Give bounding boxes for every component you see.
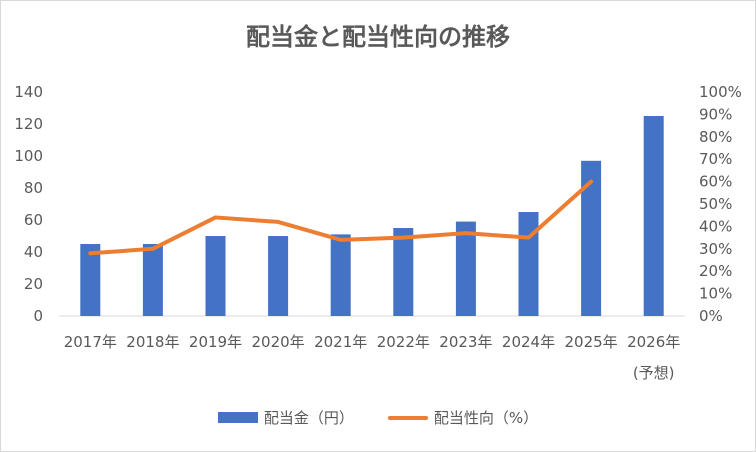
category-label: 2025年 (565, 333, 618, 351)
bar (268, 236, 289, 316)
right-tick-label: 40% (699, 217, 732, 235)
right-tick-label: 30% (699, 240, 732, 258)
left-axis: 0 20 40 60 80 100 120 140 (14, 83, 43, 325)
right-axis: 0% 10% 20% 30% 40% 50% 60% 70% 80% 90% 100% (699, 83, 742, 325)
left-tick-label: 120 (14, 115, 43, 133)
bar (581, 160, 602, 316)
bar (518, 212, 539, 316)
left-tick-label: 0 (33, 307, 43, 325)
category-label: 2026年 (627, 333, 680, 351)
bar (142, 244, 163, 316)
category-label: 2021年 (314, 333, 367, 351)
category-label: 2022年 (377, 333, 430, 351)
category-label: 2023年 (439, 333, 492, 351)
bar (393, 228, 414, 316)
category-sublabel: (予想) (633, 364, 675, 382)
bar (80, 244, 101, 316)
right-tick-label: 80% (699, 128, 732, 146)
left-tick-label: 20 (24, 275, 43, 293)
right-tick-label: 70% (699, 150, 732, 168)
right-tick-label: 50% (699, 195, 732, 213)
category-label: 2018年 (126, 333, 179, 351)
bar (205, 236, 226, 316)
right-tick-label: 0% (699, 307, 723, 325)
category-label: 2020年 (252, 333, 305, 351)
right-tick-label: 90% (699, 105, 732, 123)
chart-title: 配当金と配当性向の推移 (246, 23, 510, 51)
legend-bar-swatch (217, 412, 258, 423)
left-tick-label: 140 (14, 83, 43, 101)
legend-label-payout: 配当性向（%） (433, 409, 539, 427)
left-tick-label: 40 (24, 243, 43, 261)
bar (455, 221, 476, 316)
bar-series (80, 116, 664, 316)
legend-line-swatch (387, 415, 428, 420)
right-tick-label: 20% (699, 262, 732, 280)
line-series (88, 179, 594, 256)
category-label: 2019年 (189, 333, 242, 351)
legend-label-dividend: 配当金（円） (263, 409, 354, 427)
chart-plot: 0 20 40 60 80 100 120 140 0% 10% 20% 30% 40% 50% 60% 7… (14, 83, 742, 382)
legend-item-dividend: 配当金（円） (217, 407, 354, 428)
category-label: 2017年 (64, 333, 117, 351)
category-label: 2024年 (502, 333, 555, 351)
left-tick-label: 80 (24, 179, 43, 197)
bar (330, 234, 351, 316)
right-tick-label: 60% (699, 173, 732, 191)
bar (643, 116, 664, 316)
legend-item-payout: 配当性向（%） (387, 407, 539, 428)
left-tick-label: 100 (14, 147, 43, 165)
payout-line (88, 179, 594, 256)
left-tick-label: 60 (24, 211, 43, 229)
right-tick-label: 10% (699, 285, 732, 303)
x-axis: 2017年 2018年 2019年 2020年 2021年 2022年 2023年 2024年… (64, 333, 681, 382)
legend: 配当金（円） 配当性向（%） (1, 407, 755, 428)
right-tick-label: 100% (699, 83, 742, 101)
